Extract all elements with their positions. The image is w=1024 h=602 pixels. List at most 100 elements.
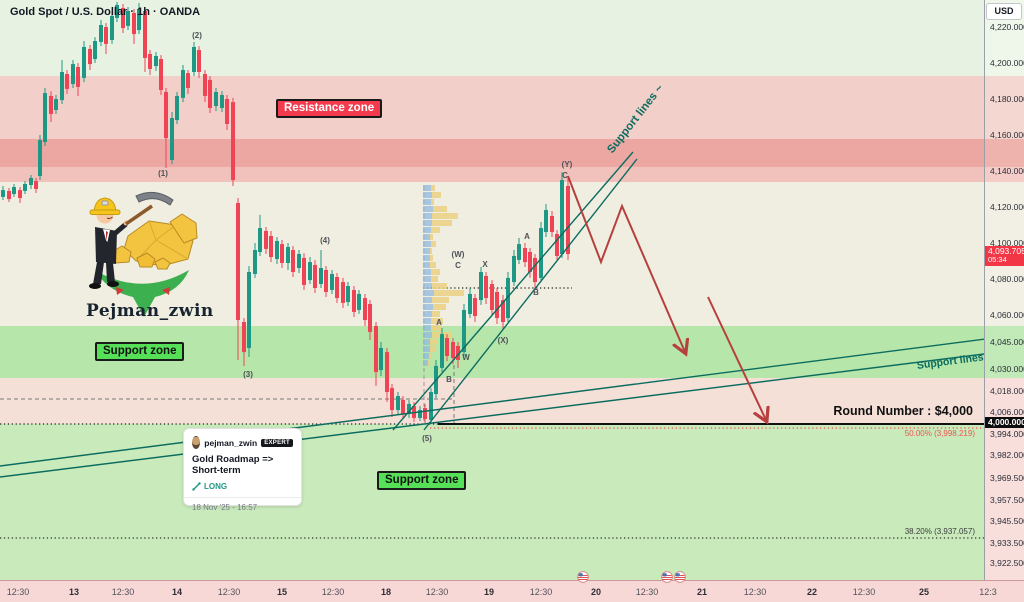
time-tick: 12:30 (217, 587, 241, 597)
wave-label: A (436, 318, 442, 327)
miner-figure (89, 191, 174, 289)
avatar (192, 436, 201, 449)
wave-label: (5) (422, 434, 432, 443)
wave-label: (1) (158, 169, 168, 178)
price-tick: 4,140.000 (990, 166, 1024, 176)
fib-50-label: 50.00% (3,998.219) (904, 429, 975, 438)
gold-nuggets-pile (111, 213, 198, 270)
wave-label: (3) (243, 370, 253, 379)
wave-label: W (462, 353, 470, 362)
support-trend-lines (0, 151, 1024, 478)
time-tick: 12:30 (6, 587, 30, 597)
zone-upper-band (0, 0, 984, 76)
time-tick: 13 (68, 587, 80, 597)
time-tick: 12:30 (635, 587, 659, 597)
zone-sub-4000-zone (0, 424, 984, 580)
watermark-username: Pejman_zwin (86, 301, 214, 321)
price-tick: 4,120.000 (990, 202, 1024, 212)
projection-arrows (567, 175, 766, 420)
time-tick: 12:30 (743, 587, 767, 597)
axis-zone (985, 378, 1024, 580)
fib-382-label: 38.20% (3,937.057) (904, 527, 975, 536)
axis-zone (985, 139, 1024, 167)
price-tick: 4,180.000 (990, 94, 1024, 104)
support-zone-label-2[interactable]: Support zone (377, 471, 467, 490)
time-tick: 20 (590, 587, 602, 597)
wave-label: X (482, 260, 488, 269)
time-tick: 12:30 (852, 587, 876, 597)
pickaxe-handle (125, 204, 153, 226)
price-tick: 4,030.000 (990, 364, 1024, 374)
price-tick: 3,969.500 (990, 472, 1024, 483)
time-tick: 12:30 (111, 587, 135, 597)
wave-label: (Y) (561, 160, 573, 169)
time-tick: 12:30 (425, 587, 449, 597)
support-zone-label-1[interactable]: Support zone (95, 342, 185, 361)
round-price-badge: 4,000.000 (985, 417, 1024, 428)
wave-label: (4) (320, 236, 330, 245)
wave-label: (W) (451, 250, 465, 259)
axis-zone (985, 167, 1024, 182)
us-flag-economic-event-icon[interactable] (577, 570, 589, 588)
price-tick: 3,957.500 (990, 494, 1024, 505)
price-tick: 4,200.000 (990, 58, 1024, 68)
price-tick: 3,982.000 (990, 450, 1024, 461)
price-tick: 4,018.000 (990, 385, 1024, 396)
price-tick: 3,933.500 (990, 537, 1024, 548)
price-tick: 4,080.000 (990, 274, 1024, 284)
time-tick: 18 (380, 587, 392, 597)
price-tick: 4,160.000 (990, 130, 1024, 140)
pickaxe-head (135, 191, 174, 206)
us-flag-economic-event-icon[interactable] (661, 570, 673, 588)
wave-label: (2) (192, 31, 202, 40)
wave-label: C (562, 171, 568, 180)
zone-resistance-core (0, 138, 984, 168)
candlesticks (1, 1, 570, 425)
wave-label: C (455, 261, 461, 270)
symbol-title: Gold Spot / U.S. Dollar · 1h · OANDA (10, 6, 201, 18)
idea-title: Gold Roadmap => Short-term (192, 454, 274, 476)
trendline-long-icon (192, 482, 201, 491)
axis-zone (985, 326, 1024, 378)
wave-label: A (524, 232, 530, 241)
time-tick: 14 (171, 587, 183, 597)
price-tick: 3,922.500 (990, 557, 1024, 568)
wave-label: B (533, 288, 539, 297)
price-tick: 3,945.500 (990, 516, 1024, 527)
time-tick: 12:30 (529, 587, 553, 597)
green-swoosh (96, 270, 189, 317)
time-tick: 12:3 (979, 587, 997, 597)
time-tick: 12:30 (321, 587, 345, 597)
resistance-zone-label[interactable]: Resistance zone (276, 99, 383, 118)
round-number-label: Round Number : $4,000 (833, 404, 973, 418)
time-tick: 19 (483, 587, 495, 597)
idea-direction: LONG (204, 482, 228, 491)
price-tick: 4,100.000 (990, 238, 1024, 248)
card-divider (184, 497, 301, 498)
time-axis[interactable]: 12:30 13 12:30 14 12:30 15 12:30 18 12:30 19 12:30… (0, 580, 1024, 602)
idea-date: 18 Nov '25 - 16:57 (192, 503, 258, 512)
wave-label: (X) (497, 336, 509, 345)
price-tick: 3,994.000 (990, 428, 1024, 439)
chart-canvas[interactable] (0, 0, 1024, 580)
time-tick: 21 (696, 587, 708, 597)
zone-resistance-lower (0, 167, 984, 182)
price-tick: 4,006.000 (990, 407, 1024, 418)
axis-zone (985, 76, 1024, 139)
price-tick: 4,060.000 (990, 310, 1024, 320)
expert-badge: EXPERT (261, 438, 293, 447)
wave-label: B (446, 375, 452, 384)
price-axis[interactable]: 4,220.000 4,200.000 4,180.000 4,160.000 4,14… (984, 0, 1024, 580)
zone-pre-4000-zone (0, 378, 984, 425)
currency-toggle-button[interactable]: USD (986, 3, 1022, 20)
idea-preview-card[interactable]: pejman_zwin EXPERT Gold Roadmap => Short… (183, 428, 302, 512)
gold-miner-watermark (89, 191, 198, 317)
time-tick: 22 (806, 587, 818, 597)
time-tick: 15 (276, 587, 288, 597)
price-tick: 4,220.000 (990, 22, 1024, 32)
us-flag-economic-event-icon[interactable] (674, 570, 686, 588)
idea-username: pejman_zwin (204, 437, 258, 448)
time-tick: 25 (918, 587, 930, 597)
price-tick: 4,045.000 (990, 337, 1024, 347)
